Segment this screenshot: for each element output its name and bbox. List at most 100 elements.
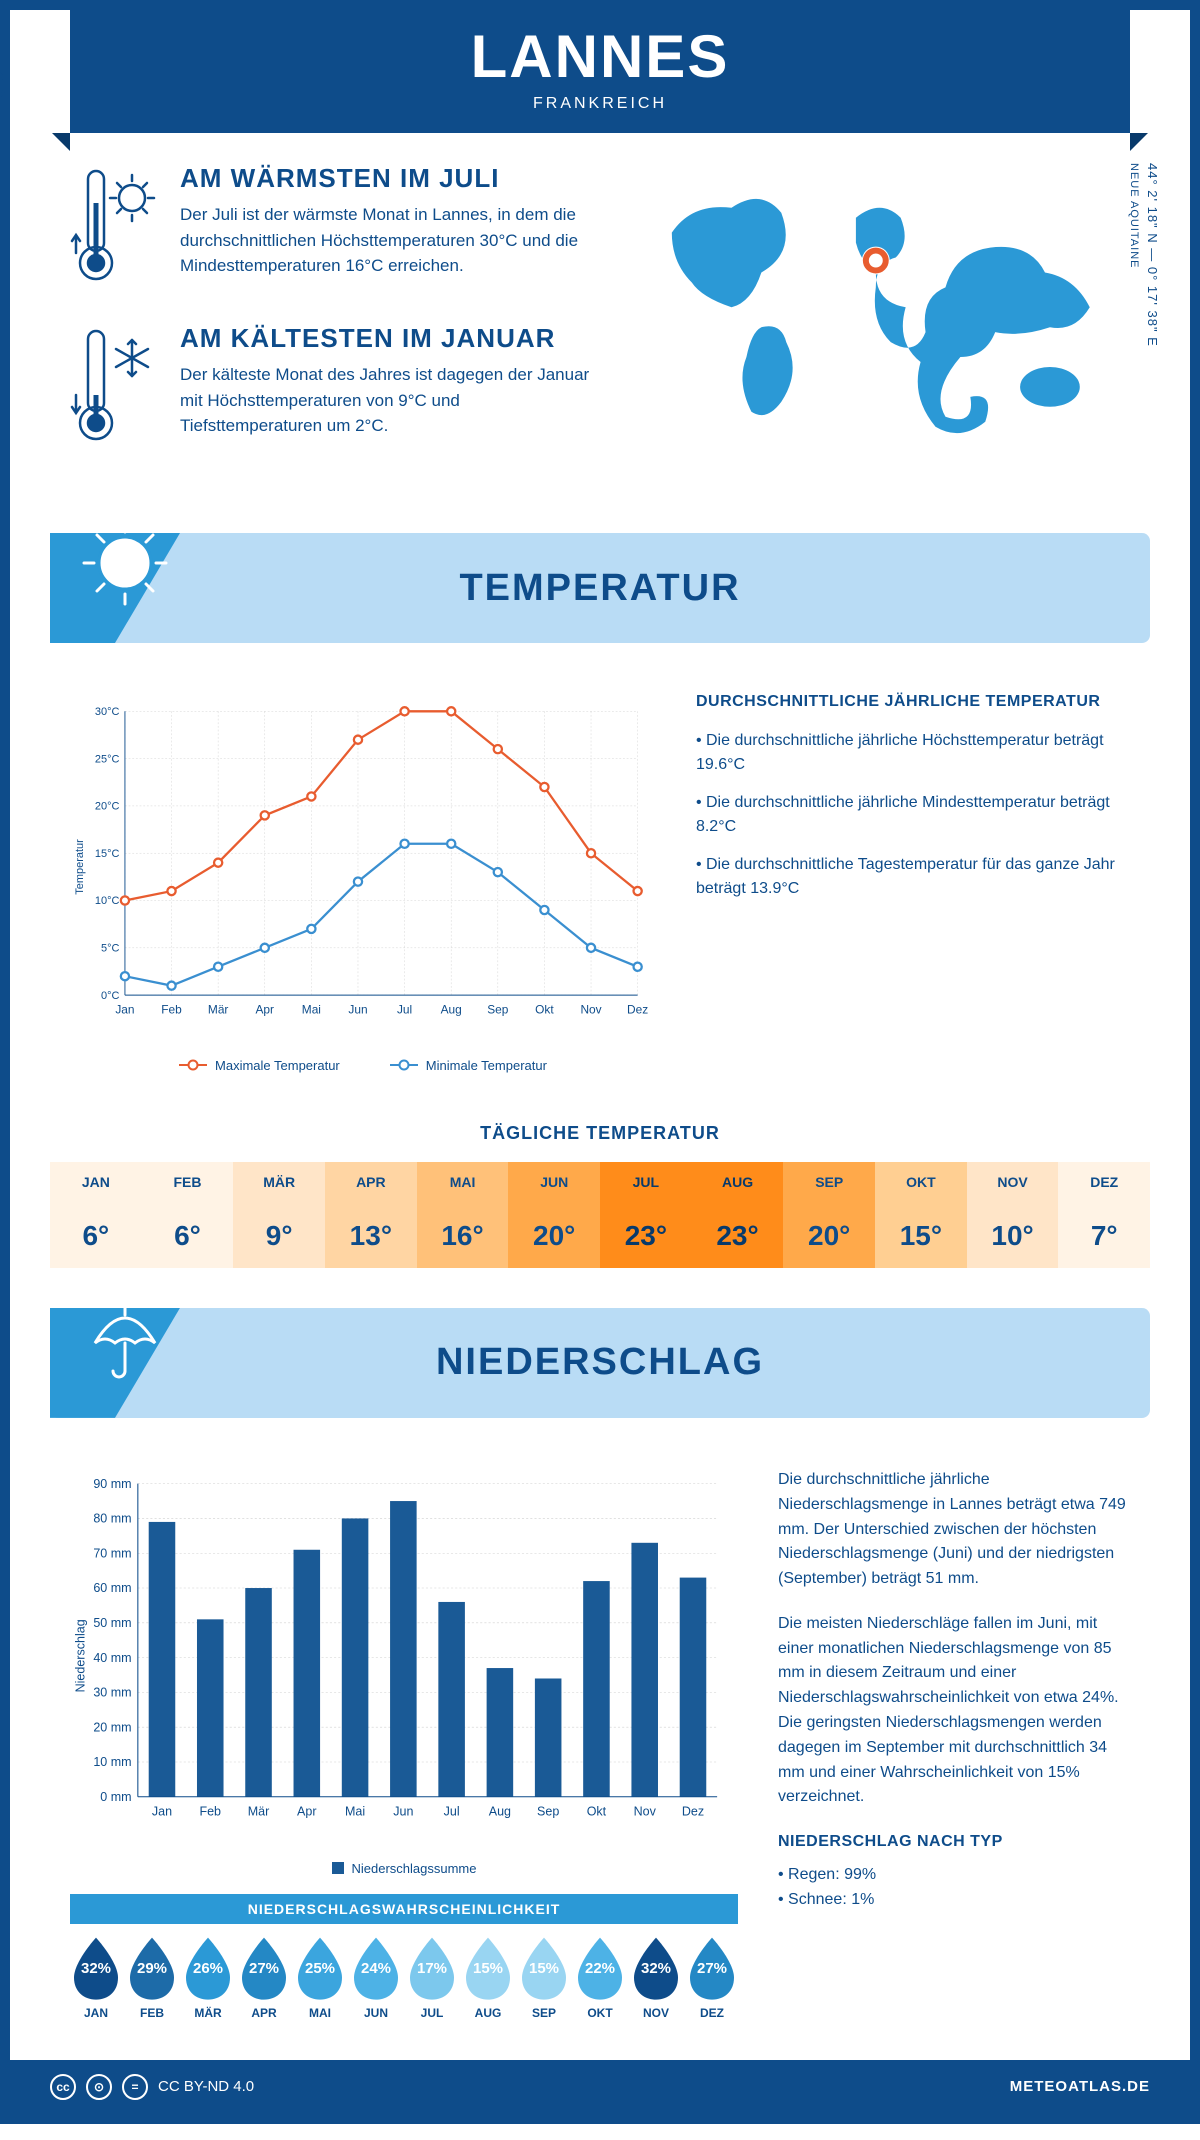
svg-text:Apr: Apr	[297, 1804, 316, 1818]
svg-text:Okt: Okt	[535, 1002, 554, 1016]
license-label: CC BY-ND 4.0	[158, 2078, 254, 2095]
precip-type-title: NIEDERSCHLAG NACH TYP	[778, 1830, 1130, 1855]
precip-type-1: • Regen: 99%	[778, 1863, 1130, 1888]
daily-cell: NOV10°	[967, 1162, 1059, 1268]
prob-cell: 27%DEZ	[686, 1936, 738, 2020]
daily-cell: AUG23°	[692, 1162, 784, 1268]
wind-icon	[0, 20, 30, 120]
svg-text:Dez: Dez	[627, 1002, 648, 1016]
svg-text:20 mm: 20 mm	[93, 1720, 131, 1734]
country-subtitle: FRANKREICH	[70, 95, 1130, 113]
daily-cell: SEP20°	[783, 1162, 875, 1268]
prob-cell: 29%FEB	[126, 1936, 178, 2020]
daily-cell: DEZ7°	[1058, 1162, 1150, 1268]
precip-text-2: Die meisten Niederschläge fallen im Juni…	[778, 1612, 1130, 1810]
world-map-icon	[632, 163, 1130, 442]
daily-cell: MÄR9°	[233, 1162, 325, 1268]
svg-text:Nov: Nov	[634, 1804, 657, 1818]
svg-text:0 mm: 0 mm	[100, 1790, 131, 1804]
svg-text:5°C: 5°C	[101, 942, 119, 954]
warmest-text: Der Juli ist der wärmste Monat in Lannes…	[180, 202, 592, 279]
coldest-title: AM KÄLTESTEN IM JANUAR	[180, 323, 592, 354]
header-banner: LANNES FRANKREICH	[70, 10, 1130, 133]
svg-text:70 mm: 70 mm	[93, 1546, 131, 1560]
daily-cell: JUN20°	[508, 1162, 600, 1268]
coldest-text: Der kälteste Monat des Jahres ist dagege…	[180, 362, 592, 439]
daily-temp-grid: JAN6°FEB6°MÄR9°APR13°MAI16°JUN20°JUL23°A…	[50, 1162, 1150, 1268]
daily-cell: JAN6°	[50, 1162, 142, 1268]
city-title: LANNES	[70, 22, 1130, 91]
daily-cell: OKT15°	[875, 1162, 967, 1268]
precipitation-banner: NIEDERSCHLAG	[50, 1308, 1150, 1418]
sun-icon	[80, 518, 170, 608]
svg-text:Jun: Jun	[393, 1804, 413, 1818]
daily-cell: JUL23°	[600, 1162, 692, 1268]
prob-cell: 17%JUL	[406, 1936, 458, 2020]
svg-text:90 mm: 90 mm	[93, 1477, 131, 1491]
svg-text:Mai: Mai	[345, 1804, 365, 1818]
prob-cell: 27%APR	[238, 1936, 290, 2020]
svg-text:10°C: 10°C	[95, 895, 120, 907]
prob-cell: 24%JUN	[350, 1936, 402, 2020]
temperature-title: TEMPERATUR	[459, 567, 740, 610]
warmest-title: AM WÄRMSTEN IM JULI	[180, 163, 592, 194]
svg-text:Mär: Mär	[208, 1002, 229, 1016]
svg-text:0°C: 0°C	[101, 990, 119, 1002]
svg-text:Aug: Aug	[441, 1002, 462, 1016]
precip-type-2: • Schnee: 1%	[778, 1888, 1130, 1913]
svg-text:Nov: Nov	[580, 1002, 601, 1016]
prob-cell: 26%MÄR	[182, 1936, 234, 2020]
precipitation-bar-chart: Niederschlag 0 mm 10 mm 20 mm 30 mm 40 mm 50 …	[70, 1468, 738, 1844]
svg-text:50 mm: 50 mm	[93, 1616, 131, 1630]
intro-section: AM WÄRMSTEN IM JULI Der Juli ist der wär…	[10, 163, 1190, 513]
warmest-fact: AM WÄRMSTEN IM JULI Der Juli ist der wär…	[70, 163, 592, 293]
prob-cell: 15%AUG	[462, 1936, 514, 2020]
umbrella-icon	[80, 1293, 170, 1383]
svg-text:40 mm: 40 mm	[93, 1651, 131, 1665]
svg-text:Jul: Jul	[397, 1002, 412, 1016]
svg-text:Mai: Mai	[302, 1002, 321, 1016]
svg-text:Jul: Jul	[444, 1804, 460, 1818]
page-container: LANNES FRANKREICH AM WÄRMSTEN IM JULI	[0, 0, 1200, 2124]
coldest-fact: AM KÄLTESTEN IM JANUAR Der kälteste Mona…	[70, 323, 592, 453]
wind-icon	[1170, 20, 1200, 120]
temperature-banner: TEMPERATUR	[50, 533, 1150, 643]
precip-y-axis-label: Niederschlag	[74, 1619, 88, 1692]
svg-text:60 mm: 60 mm	[93, 1581, 131, 1595]
svg-text:Sep: Sep	[537, 1804, 559, 1818]
cc-icon: cc	[50, 2074, 76, 2100]
precip-legend: Niederschlagssumme	[70, 1861, 738, 1876]
svg-text:Apr: Apr	[256, 1002, 275, 1016]
region-label: NEUE AQUITAINE	[1128, 163, 1140, 268]
svg-text:30 mm: 30 mm	[93, 1685, 131, 1699]
brand-label: METEOATLAS.DE	[1010, 2078, 1150, 2095]
annual-temp-3: • Die durchschnittliche Tagestemperatur …	[696, 853, 1130, 901]
footer: cc ⊙ = CC BY-ND 4.0 METEOATLAS.DE	[10, 2060, 1190, 2114]
svg-text:Feb: Feb	[199, 1804, 221, 1818]
svg-text:Feb: Feb	[161, 1002, 182, 1016]
coordinates-label: 44° 2' 18" N — 0° 17' 38" E	[1145, 163, 1160, 347]
precip-legend-label: Niederschlagssumme	[352, 1861, 477, 1876]
precipitation-title: NIEDERSCHLAG	[436, 1341, 764, 1384]
nd-icon: =	[122, 2074, 148, 2100]
svg-text:20°C: 20°C	[95, 801, 120, 813]
prob-cell: 25%MAI	[294, 1936, 346, 2020]
svg-text:Jan: Jan	[115, 1002, 134, 1016]
daily-temp-title: TÄGLICHE TEMPERATUR	[10, 1123, 1190, 1144]
svg-text:30°C: 30°C	[95, 706, 120, 718]
daily-cell: MAI16°	[417, 1162, 509, 1268]
temp-y-axis-label: Temperatur	[74, 839, 86, 895]
svg-text:Okt: Okt	[587, 1804, 607, 1818]
prob-cell: 32%NOV	[630, 1936, 682, 2020]
svg-text:Aug: Aug	[489, 1804, 511, 1818]
temperature-line-chart: Temperatur 0°C5°C10°C15°C20°C25°C30°CJan…	[70, 693, 656, 1041]
daily-cell: FEB6°	[142, 1162, 234, 1268]
svg-text:15°C: 15°C	[95, 848, 120, 860]
precip-text-1: Die durchschnittliche jährliche Niedersc…	[778, 1468, 1130, 1592]
svg-text:Dez: Dez	[682, 1804, 704, 1818]
legend-max-label: Maximale Temperatur	[215, 1058, 340, 1073]
svg-text:80 mm: 80 mm	[93, 1512, 131, 1526]
prob-cell: 15%SEP	[518, 1936, 570, 2020]
svg-text:Jun: Jun	[348, 1002, 367, 1016]
svg-text:10 mm: 10 mm	[93, 1755, 131, 1769]
